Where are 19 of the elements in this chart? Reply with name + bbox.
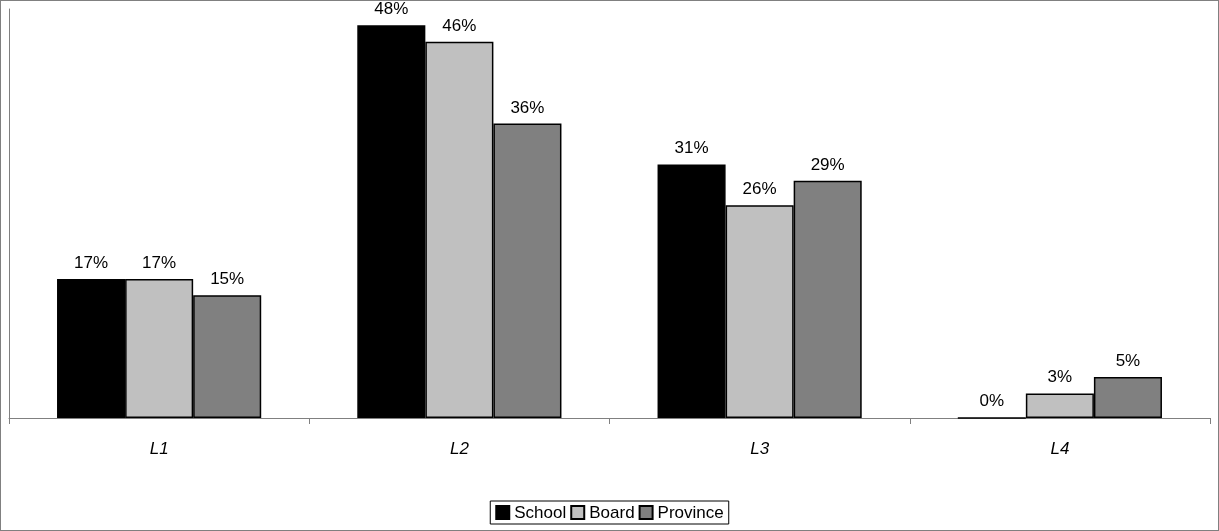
- legend-label: Province: [657, 503, 724, 522]
- x-tick-label: L2: [449, 439, 470, 458]
- data-label: 3%: [1047, 367, 1073, 387]
- data-label: 31%: [674, 138, 709, 158]
- data-label: 0%: [979, 391, 1005, 411]
- data-label: 17%: [142, 252, 177, 272]
- data-label: 17%: [74, 252, 109, 272]
- data-label: 48%: [374, 0, 409, 19]
- legend-label: Board: [589, 503, 635, 522]
- data-label: 29%: [810, 154, 845, 174]
- legend-label: School: [514, 503, 567, 522]
- data-label: 46%: [442, 15, 477, 35]
- data-label: 26%: [742, 179, 777, 199]
- x-tick-label: L3: [750, 439, 770, 458]
- x-tick-label: L4: [1050, 439, 1070, 458]
- data-label: 36%: [510, 97, 545, 117]
- x-tick-label: L1: [149, 439, 169, 458]
- data-label: 5%: [1115, 351, 1141, 371]
- data-label: 15%: [210, 269, 245, 289]
